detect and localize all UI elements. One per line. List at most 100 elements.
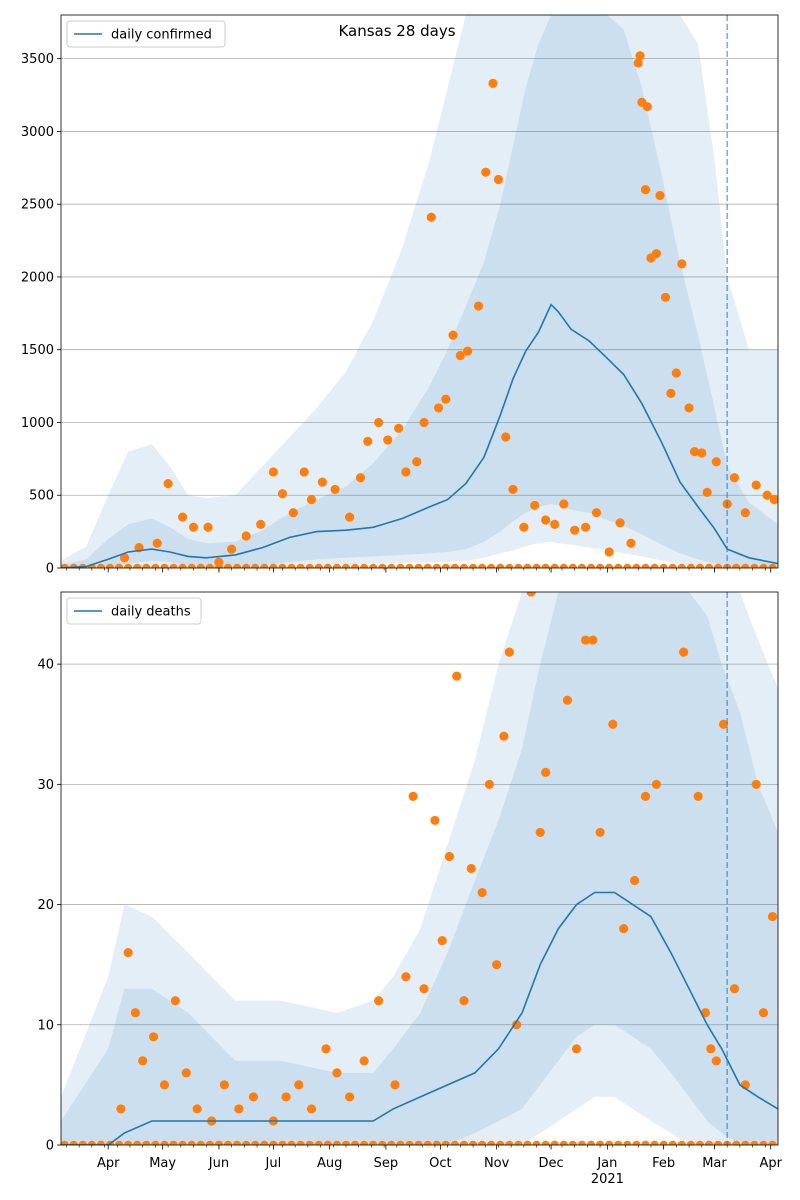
observed-point [414,563,423,568]
observed-point [630,875,640,886]
observed-point [405,1140,414,1145]
observed-point [278,563,287,568]
x-tick-label: Sep [374,1156,399,1171]
legend-label: daily deaths [111,605,191,620]
observed-point [378,563,387,568]
median-line [61,303,778,568]
observed-point [133,1140,142,1145]
observed-point [632,563,641,568]
observed-point [251,1140,260,1145]
observed-point [729,473,740,483]
observed-point [577,1140,587,1145]
observed-point [732,1140,741,1145]
observed-point [459,996,469,1006]
observed-point [419,984,429,994]
observed-point [514,1140,523,1145]
observed-point [762,490,772,500]
observed-point [241,1140,251,1145]
observed-point [278,1140,287,1145]
observed-point [641,563,650,568]
y-tick-label: 1000 [21,416,54,431]
observed-point [568,1140,578,1145]
observed-point [595,827,605,838]
observed-point [586,1140,596,1145]
observed-point [505,563,514,568]
observed-point [530,500,540,511]
observed-point [123,948,133,958]
observed-point [571,1044,582,1054]
panel-confirmed: 0 500 1000 1500 2000 2500 3000 3500 daily confir… [21,14,779,577]
observed-point [450,1140,460,1145]
observed-point [269,563,278,568]
y-tick-label: 20 [37,898,54,913]
uncertainty-band [61,592,778,1145]
observed-point [188,522,199,532]
x-tick-label: Nov [484,1156,510,1171]
observed-point [227,544,237,554]
observed-point [394,423,404,433]
observed-point [268,467,278,477]
observed-point [241,531,251,541]
observed-point [595,1140,605,1145]
observed-point [142,563,151,568]
observed-point [704,563,714,568]
observed-point [666,388,676,398]
x-tick-label: Apr [759,1156,782,1171]
observed-point [330,484,340,495]
observed-point [523,563,532,568]
observed-point [119,553,130,563]
observed-point [355,473,366,483]
observed-point [359,1056,369,1066]
observed-point [487,1140,496,1145]
observed-point [433,403,444,413]
observed-point [496,563,505,568]
observed-point [332,1068,342,1078]
observed-point [684,403,694,413]
observed-point [477,1140,487,1145]
observed-point [768,1140,777,1145]
observed-point [142,1140,151,1145]
observed-point [294,1080,304,1090]
observed-point [562,695,573,705]
legend-box [66,20,226,48]
observed-point [251,563,260,568]
observed-point [444,851,455,862]
observed-point [626,538,636,548]
observed-point [635,51,645,61]
y-tick-label: 2500 [21,198,54,213]
observed-point [671,368,681,378]
observed-point [419,417,429,428]
observed-point [341,1140,351,1145]
observed-point [668,1140,677,1145]
observed-point [642,102,652,112]
observed-point [306,1104,317,1114]
observed-point [659,1140,668,1145]
y-tick-label: 500 [29,489,54,504]
observed-point [729,984,740,994]
observed-point [732,563,741,568]
observed-point [677,1140,686,1145]
observed-point [314,563,323,568]
observed-point [741,563,750,568]
observed-point [152,538,162,548]
observed-point [133,563,142,568]
observed-point [69,1140,78,1145]
observed-point [488,78,498,88]
observed-point [468,563,478,568]
observed-point [96,563,106,568]
observed-point [532,1140,541,1145]
observed-point [187,563,196,568]
observed-point [323,563,333,568]
observed-point [695,563,705,568]
x-tick-label: Jul [265,1156,282,1171]
observed-point [441,1140,451,1145]
observed-point [405,563,414,568]
observed-point [468,1140,478,1145]
observed-point [477,887,487,898]
observed-point [550,519,560,529]
observed-point [559,1140,569,1145]
y-tick-label: 2000 [21,270,54,285]
observed-point [750,1140,759,1145]
observed-point [314,1140,323,1145]
observed-point [550,563,559,568]
